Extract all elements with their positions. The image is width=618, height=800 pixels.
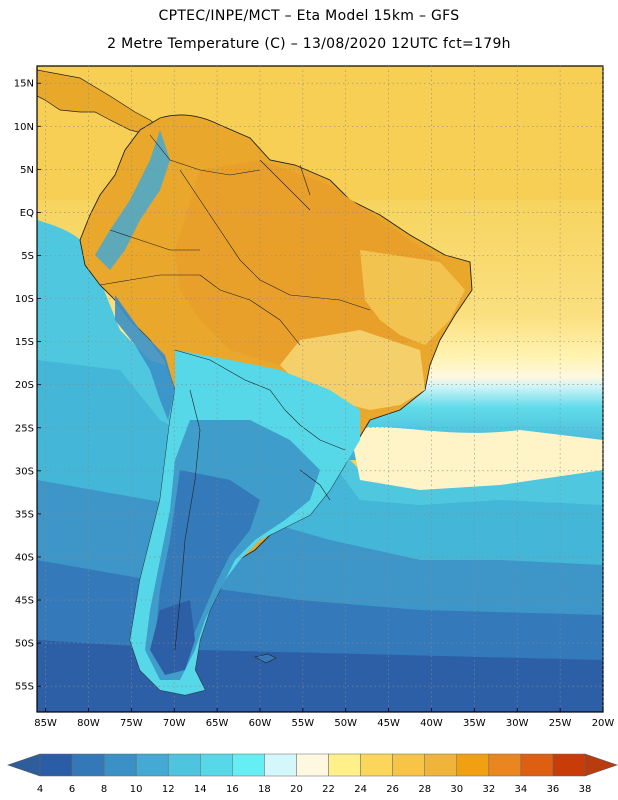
lon-tick-label: 85W [34, 718, 57, 729]
lat-tick-label: 5N [20, 165, 34, 176]
colorbar-tick-label: 14 [194, 784, 207, 795]
lat-tick-label: 5S [21, 251, 34, 262]
colorbar-swatch [103, 753, 137, 777]
lon-tick-label: 60W [249, 718, 272, 729]
lat-tick-label: 35S [15, 509, 34, 520]
colorbar-swatch [296, 753, 329, 777]
longitude-axis: 85W 80W 75W 70W 65W 60W 55W 50W 45W 40W 35W 30W 25W 2… [34, 708, 614, 729]
title-line-1: CPTEC/INPE/MCT – Eta Model 15km – GFS [158, 8, 460, 24]
colorbar-tick-label: 22 [322, 784, 335, 795]
lat-tick-label: 45S [15, 596, 34, 607]
colorbar-swatch [135, 753, 169, 777]
northeast-brazil-warm [360, 250, 465, 345]
map-frame [36, 65, 604, 713]
colorbar-tick-label: 8 [101, 784, 107, 795]
colorbar-low-arrow [7, 753, 41, 777]
colorbar-swatch [456, 753, 490, 777]
colorbar-high-arrow [584, 753, 618, 777]
lon-tick-label: 70W [163, 718, 186, 729]
colorbar-tick-label: 32 [482, 784, 495, 795]
northern-andes-cold [95, 130, 170, 270]
colorbar-swatch [552, 753, 586, 777]
colorbar-tick-label: 28 [418, 784, 431, 795]
colorbar-swatch [71, 753, 105, 777]
colorbar-swatch [200, 753, 233, 777]
colorbar-tick-label: 24 [354, 784, 367, 795]
central-america-land [37, 69, 161, 136]
lat-tick-label: 50S [15, 639, 34, 650]
colorbar-swatch [232, 753, 265, 777]
colorbar-tick-label: 4 [37, 784, 43, 795]
lon-tick-label: 50W [334, 718, 357, 729]
lon-tick-label: 75W [120, 718, 143, 729]
colorbar-swatch [488, 753, 522, 777]
colorbar-tick-label: 20 [290, 784, 303, 795]
patagonia-coldest [150, 600, 195, 675]
lon-tick-label: 30W [506, 718, 529, 729]
lat-tick-label: 55S [15, 682, 34, 693]
colorbar-swatch [264, 753, 297, 777]
latitude-axis: 15N 10N 5N EQ 5S 10S 15S 20S 25S 30S 35S 40S 45S 50S 5… [14, 79, 41, 693]
colorbar-tick-label: 36 [547, 784, 560, 795]
lon-tick-label: 40W [420, 718, 443, 729]
colorbar-tick-label: 10 [130, 784, 143, 795]
lat-tick-label: 15N [14, 79, 34, 90]
map-panel [37, 66, 603, 712]
lat-tick-label: 40S [15, 552, 34, 563]
colorbar-tick-label: 12 [162, 784, 175, 795]
country-borders [99, 134, 371, 651]
colorbar-swatch [167, 753, 201, 777]
colorbar-swatch [520, 753, 554, 777]
lon-tick-label: 65W [206, 718, 229, 729]
colorbar-swatch [360, 753, 393, 777]
colorbar-tick-label: 38 [579, 784, 592, 795]
colorbar-tick-label: 16 [226, 784, 239, 795]
lat-tick-label: 15S [15, 337, 34, 348]
lat-tick-label: EQ [20, 208, 34, 219]
lat-tick-label: 10N [14, 122, 34, 133]
colorbar-tick-label: 6 [69, 784, 75, 795]
colorbar-tick-label: 26 [386, 784, 399, 795]
lon-tick-label: 25W [549, 718, 572, 729]
lat-tick-label: 30S [15, 466, 34, 477]
title-line-2: 2 Metre Temperature (C) – 13/08/2020 12U… [107, 36, 511, 52]
colorbar-tick-label: 18 [258, 784, 271, 795]
temperature-colorbar: 4 6 8 10 12 14 16 18 20 22 24 26 28 30 32 34 36 38 [7, 753, 618, 795]
colorbar-swatch [424, 753, 458, 777]
lon-tick-label: 55W [292, 718, 315, 729]
lon-tick-label: 80W [77, 718, 100, 729]
colorbar-swatch [328, 753, 361, 777]
central-andes-cold [115, 295, 175, 420]
lon-tick-label: 45W [377, 718, 400, 729]
colorbar-swatch [392, 753, 425, 777]
lat-tick-label: 20S [15, 380, 34, 391]
lat-tick-label: 10S [15, 294, 34, 305]
colorbar-tick-label: 30 [450, 784, 463, 795]
lon-tick-label: 35W [463, 718, 486, 729]
lon-tick-label: 20W [592, 718, 615, 729]
colorbar-swatch [39, 753, 73, 777]
ocean-pale-band [350, 427, 603, 490]
colorbar-tick-label: 34 [515, 784, 528, 795]
lat-tick-label: 25S [15, 423, 34, 434]
